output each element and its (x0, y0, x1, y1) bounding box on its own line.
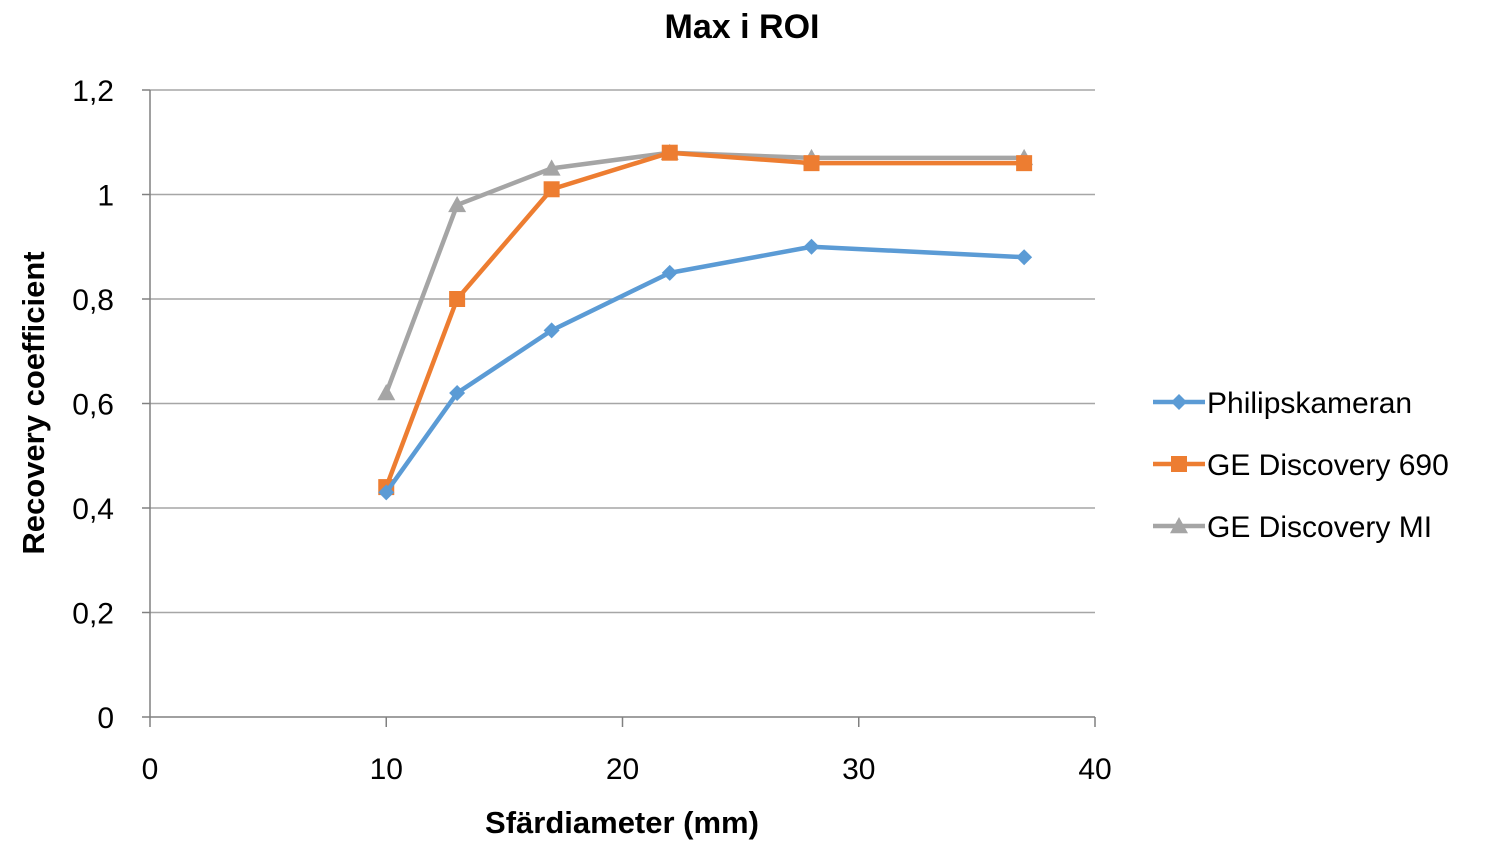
data-point (449, 385, 466, 402)
legend-marker (1170, 517, 1188, 534)
legend-item: GE Discovery MI (1153, 511, 1432, 544)
data-point (542, 159, 561, 176)
x-tick-label: 30 (842, 753, 875, 786)
data-point (661, 144, 678, 161)
data-point (803, 155, 820, 172)
x-tick-label: 0 (142, 753, 159, 786)
data-point (377, 384, 396, 401)
legend-marker (1171, 394, 1187, 410)
legend-label: Philipskameran (1207, 387, 1412, 420)
legend-item: GE Discovery 690 (1153, 449, 1449, 482)
y-tick-label: 1 (97, 180, 114, 213)
x-tick-label: 20 (606, 753, 639, 786)
y-tick-label: 0,2 (72, 598, 114, 631)
data-point (449, 291, 466, 307)
x-tick-label: 10 (370, 753, 403, 786)
data-point (803, 238, 820, 255)
y-axis-title: Recovery coefficient (16, 251, 51, 554)
x-tick-labels: 0 10 20 30 40 (142, 753, 1112, 786)
series-ge-discovery-mi (377, 143, 1034, 401)
axes (142, 89, 1096, 727)
y-tick-label: 1,2 (72, 75, 114, 108)
data-point (1016, 155, 1033, 172)
series-philipskameran (378, 238, 1033, 501)
x-axis-title: Sfärdiameter (mm) (485, 805, 759, 840)
y-tick-label: 0,6 (72, 389, 114, 422)
data-point (543, 181, 560, 198)
y-tick-label: 0,4 (72, 493, 114, 526)
data-series (377, 143, 1034, 501)
chart-title: Max i ROI (665, 8, 820, 46)
y-tick-label: 0,8 (72, 284, 114, 317)
series-ge-discovery-690 (378, 144, 1033, 496)
data-point (661, 264, 678, 281)
data-point (378, 484, 395, 501)
series-line (384, 150, 1025, 394)
y-tick-label: 0 (97, 702, 114, 735)
legend: Philipskameran GE Discovery 690 GE Discove… (1153, 387, 1449, 544)
data-point (448, 195, 467, 213)
legend-label: GE Discovery 690 (1207, 449, 1449, 482)
data-point (1016, 249, 1033, 266)
y-tick-labels: 0 0,2 0,4 0,6 0,8 1 1,2 (72, 75, 114, 735)
legend-marker (1171, 456, 1187, 472)
series-line (384, 244, 1025, 494)
x-tick-label: 40 (1078, 753, 1111, 786)
series-line (384, 150, 1025, 488)
gridlines (150, 89, 1095, 614)
data-point (543, 322, 560, 339)
legend-item: Philipskameran (1153, 387, 1412, 420)
legend-label: GE Discovery MI (1207, 511, 1432, 544)
